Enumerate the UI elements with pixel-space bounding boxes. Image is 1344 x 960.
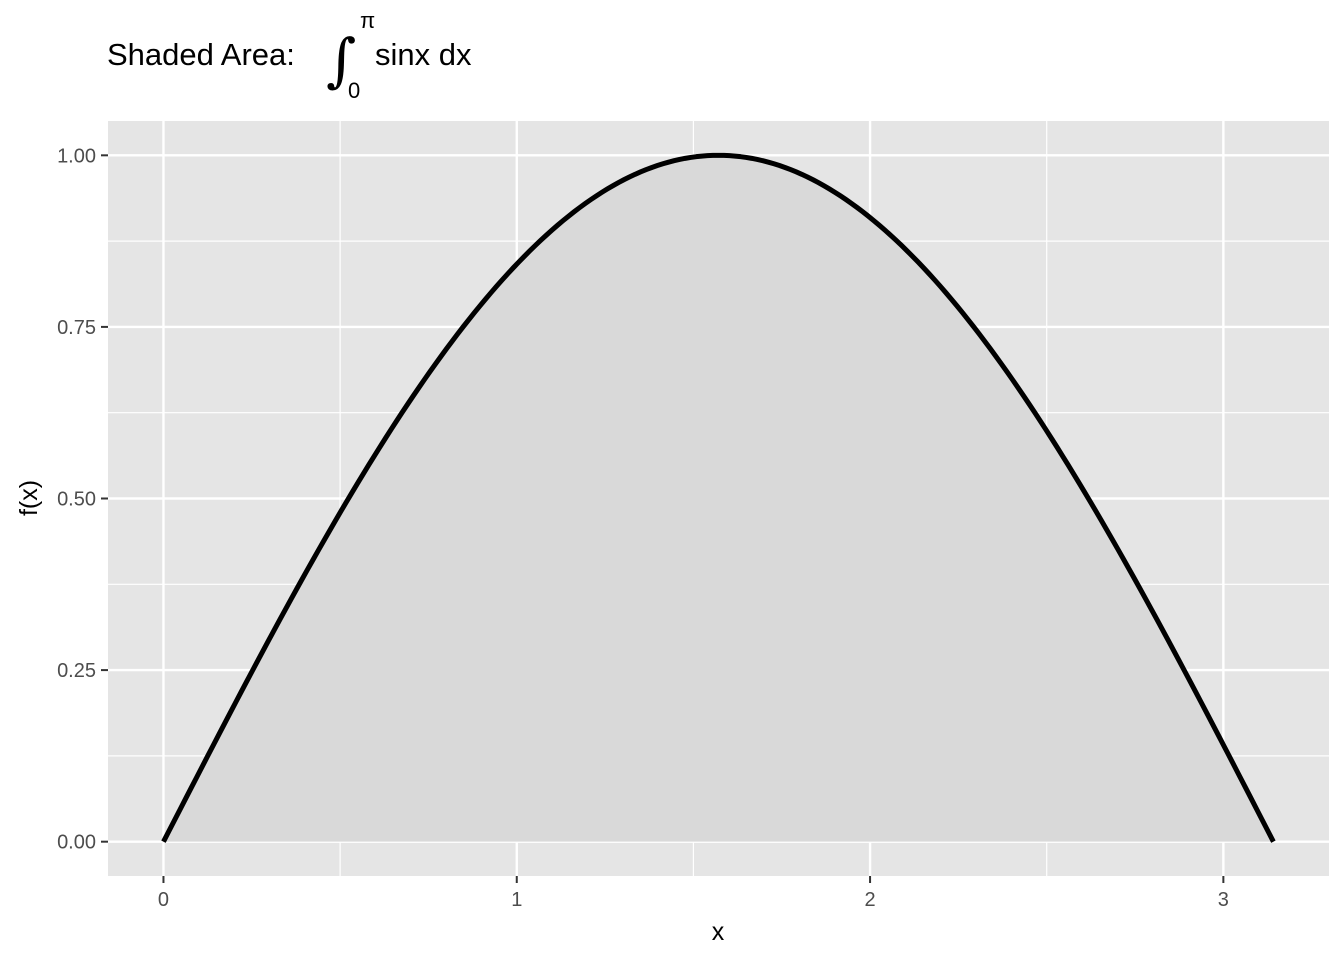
y-tick-label: 0.75 (57, 317, 96, 339)
integral-symbol: ∫ (326, 26, 356, 94)
y-tick-label: 0.25 (57, 660, 96, 682)
y-axis-title: f(x) (15, 480, 43, 516)
y-tick-label: 1.00 (57, 145, 96, 167)
chart-title-prefix: Shaded Area: (107, 37, 295, 72)
x-tick-label: 2 (865, 889, 876, 911)
chart-title: Shaded Area: ∫ π 0 sinx dx (107, 8, 472, 103)
x-tick-label: 3 (1218, 889, 1229, 911)
x-tick-label: 0 (158, 889, 169, 911)
y-tick-label: 0.50 (57, 489, 96, 511)
sine-curve (161, 152, 1276, 843)
integral-upper-limit: π (360, 8, 375, 33)
integral-lower-limit: 0 (348, 78, 360, 103)
x-tick-label: 1 (511, 889, 522, 911)
x-axis-ticks: 0 1 2 3 (158, 876, 1229, 911)
y-tick-label: 0.00 (57, 832, 96, 854)
x-axis-title: x (712, 918, 725, 946)
shaded-area (163, 155, 1274, 842)
chart-title-integrand: sinx dx (375, 37, 472, 72)
y-axis-ticks: 0.00 0.25 0.50 0.75 1.00 (57, 145, 108, 854)
